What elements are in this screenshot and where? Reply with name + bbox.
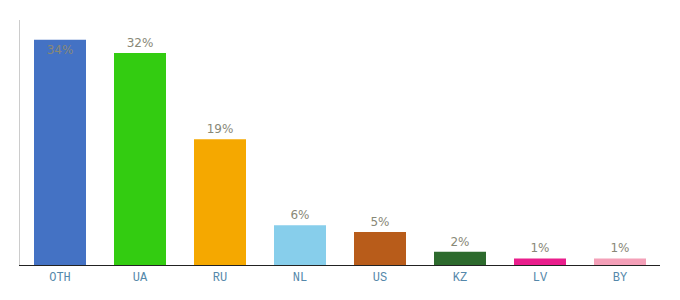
svg-text:UA: UA <box>133 271 148 285</box>
svg-text:1%: 1% <box>610 241 629 255</box>
svg-text:1%: 1% <box>530 241 549 255</box>
svg-text:2%: 2% <box>450 235 469 249</box>
svg-text:OTH: OTH <box>49 271 71 285</box>
svg-text:6%: 6% <box>290 208 309 222</box>
svg-text:34%: 34% <box>47 43 74 57</box>
svg-text:BY: BY <box>613 271 627 285</box>
svg-text:LV: LV <box>533 271 548 285</box>
svg-text:19%: 19% <box>207 122 234 136</box>
svg-text:32%: 32% <box>127 36 154 50</box>
svg-text:KZ: KZ <box>453 271 467 285</box>
svg-text:RU: RU <box>213 271 227 285</box>
svg-text:US: US <box>373 271 387 285</box>
svg-text:NL: NL <box>293 271 307 285</box>
svg-text:5%: 5% <box>370 215 389 229</box>
